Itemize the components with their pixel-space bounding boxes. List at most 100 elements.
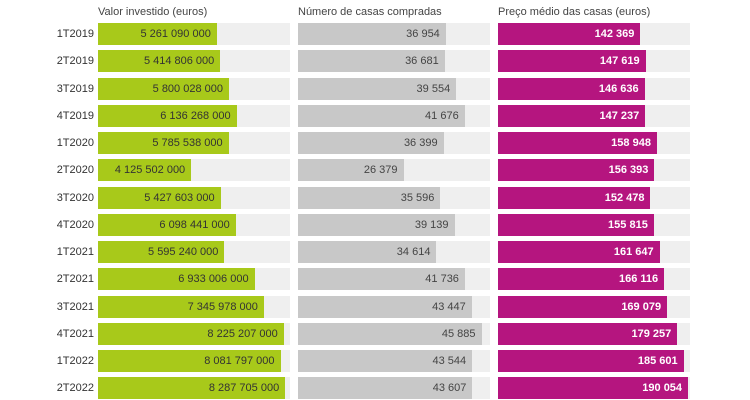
bar <box>98 77 229 100</box>
value-label: 43 607 <box>432 382 467 395</box>
value-label: 4 125 502 000 <box>114 164 186 177</box>
value-label: 5 414 806 000 <box>143 55 215 68</box>
category-label: 4T2021 <box>56 327 94 340</box>
bar <box>98 350 281 372</box>
value-label: 142 369 <box>594 28 635 40</box>
bar <box>98 322 284 345</box>
series-header: Número de casas compradas <box>298 6 442 18</box>
bar <box>498 268 665 291</box>
bar <box>98 104 237 127</box>
category-label: 1T2020 <box>56 137 94 149</box>
bar <box>498 77 645 100</box>
value-label: 161 647 <box>613 246 654 258</box>
bar <box>298 213 455 236</box>
category-label: 4T2020 <box>56 218 94 231</box>
bar <box>298 50 445 73</box>
bar <box>498 322 678 345</box>
category-label: 1T2019 <box>56 28 94 40</box>
category-label: 2T2021 <box>56 273 94 286</box>
bar <box>298 295 472 318</box>
value-label: 39 554 <box>416 82 451 95</box>
category-label: 2T2020 <box>56 164 94 177</box>
value-label: 43 447 <box>432 300 466 313</box>
value-label: 156 393 <box>608 164 649 177</box>
value-label: 166 116 <box>618 273 659 286</box>
bar <box>98 213 236 236</box>
value-label: 179 257 <box>631 327 672 340</box>
series-header: Preço médio das casas (euros) <box>498 6 651 18</box>
bar <box>298 104 465 127</box>
bar <box>498 377 689 400</box>
series-header: Valor investido (euros) <box>98 6 208 18</box>
value-label: 5 800 028 000 <box>152 82 223 95</box>
value-label: 147 237 <box>599 109 640 122</box>
value-label: 43 544 <box>432 355 467 367</box>
value-label: 6 098 441 000 <box>159 218 230 231</box>
bar <box>498 159 655 182</box>
value-label: 26 379 <box>363 164 398 177</box>
bar <box>98 186 221 209</box>
category-label: 3T2021 <box>56 300 94 313</box>
category-label: 3T2020 <box>56 191 94 204</box>
bar <box>298 159 404 182</box>
value-label: 36 681 <box>405 55 439 68</box>
value-label: 45 885 <box>441 327 476 340</box>
bar <box>498 50 646 73</box>
bar <box>298 77 457 100</box>
value-label: 152 478 <box>604 191 645 204</box>
bar <box>298 23 446 45</box>
bar <box>298 241 437 263</box>
value-label: 34 614 <box>396 246 431 258</box>
value-label: 185 601 <box>637 355 678 367</box>
value-label: 8 081 797 000 <box>204 355 275 367</box>
category-label: 1T2022 <box>56 355 94 367</box>
bar <box>98 377 286 400</box>
bar <box>298 186 441 209</box>
bar <box>498 350 684 372</box>
value-label: 5 595 240 000 <box>148 246 219 258</box>
category-label: 2T2019 <box>56 55 94 68</box>
bar <box>98 50 221 73</box>
value-label: 7 345 978 000 <box>187 300 258 313</box>
value-label: 5 427 603 000 <box>144 191 215 204</box>
value-label: 190 054 <box>642 382 683 395</box>
bar <box>498 295 668 318</box>
value-label: 8 225 207 000 <box>207 327 278 340</box>
value-label: 146 636 <box>598 82 639 95</box>
bar <box>298 322 482 345</box>
value-label: 169 079 <box>621 300 662 313</box>
value-label: 41 736 <box>425 273 459 286</box>
value-label: 6 933 006 000 <box>178 273 249 286</box>
value-label: 39 139 <box>414 218 449 231</box>
value-label: 8 287 705 000 <box>208 382 280 395</box>
value-label: 158 948 <box>611 137 651 149</box>
value-label: 155 815 <box>608 218 648 231</box>
bar <box>298 377 473 400</box>
bar <box>498 23 641 45</box>
bar <box>298 350 473 372</box>
bar <box>498 213 654 236</box>
bar <box>498 186 651 209</box>
bar <box>298 268 465 291</box>
bar <box>498 132 657 154</box>
category-label: 1T2021 <box>56 246 94 258</box>
bar <box>98 132 229 154</box>
bar <box>498 104 646 127</box>
bar <box>98 23 217 45</box>
value-label: 36 954 <box>406 28 440 40</box>
value-label: 147 619 <box>599 55 640 68</box>
value-label: 6 136 268 000 <box>160 109 231 122</box>
bar <box>98 295 264 318</box>
bar <box>98 268 255 291</box>
category-label: 4T2019 <box>56 109 94 122</box>
category-label: 2T2022 <box>56 382 94 395</box>
bar <box>298 132 444 154</box>
category-label: 3T2019 <box>56 82 94 95</box>
value-label: 35 596 <box>400 191 435 204</box>
bar <box>498 241 660 263</box>
value-label: 5 785 538 000 <box>152 137 223 149</box>
value-label: 5 261 090 000 <box>140 28 211 40</box>
value-label: 41 676 <box>425 109 459 122</box>
bar <box>98 159 192 182</box>
